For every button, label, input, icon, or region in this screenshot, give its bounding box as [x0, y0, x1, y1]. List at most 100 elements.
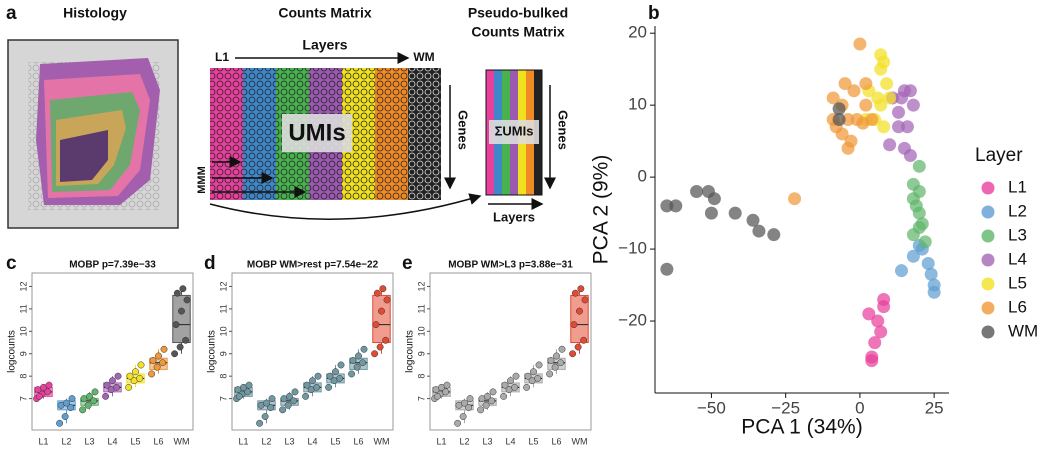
y-tick-label: 11 — [416, 304, 426, 313]
legend-marker — [981, 253, 995, 267]
point — [443, 381, 451, 389]
point — [877, 300, 891, 314]
point — [871, 314, 885, 328]
point — [859, 98, 873, 112]
axis-label: Genes — [456, 110, 471, 150]
point — [477, 406, 485, 414]
x-tick-label: L3 — [84, 436, 94, 446]
point — [660, 199, 674, 213]
point — [326, 372, 334, 380]
point — [880, 77, 894, 91]
point — [577, 285, 585, 293]
point — [546, 370, 554, 378]
y-tick-label: 8 — [416, 374, 426, 379]
box — [372, 294, 391, 344]
y-tick-label: 12 — [218, 281, 228, 291]
legend-marker — [981, 229, 995, 243]
point — [442, 388, 450, 396]
x-tick-label: L5 — [330, 436, 340, 446]
chart-title: MOBP WM>L3 p=3.88e−31 — [448, 260, 573, 271]
legend-marker — [981, 301, 995, 315]
point — [286, 392, 293, 400]
point — [489, 388, 497, 396]
point — [113, 383, 121, 391]
point — [90, 397, 98, 405]
point — [353, 363, 361, 371]
point — [859, 77, 873, 91]
point — [263, 399, 270, 407]
point — [136, 374, 144, 382]
x-tick-label: −25 — [771, 398, 800, 417]
point — [841, 141, 855, 155]
plot-frame — [231, 272, 394, 431]
point — [841, 113, 855, 127]
x-tick-label: L3 — [482, 436, 492, 446]
point — [906, 249, 920, 263]
point — [268, 395, 276, 403]
point — [534, 374, 542, 382]
point — [868, 336, 882, 350]
point — [832, 113, 846, 127]
point — [355, 352, 362, 360]
point — [378, 307, 385, 315]
point — [68, 395, 76, 403]
point — [245, 381, 253, 389]
point — [838, 77, 852, 91]
point — [153, 363, 161, 371]
point — [149, 357, 157, 364]
point — [832, 102, 846, 116]
point — [383, 296, 391, 304]
point — [900, 120, 914, 134]
point — [178, 307, 185, 315]
axis-label: Genes — [556, 110, 571, 150]
point — [874, 62, 888, 76]
point — [547, 357, 555, 364]
plot-frame — [429, 272, 592, 431]
y-tick-label: 7 — [218, 396, 228, 401]
matrix-label: UMIs — [288, 119, 345, 146]
point — [512, 372, 520, 380]
point — [267, 404, 275, 412]
point — [309, 377, 316, 385]
point — [523, 383, 531, 391]
x-tick-label: L1 — [436, 436, 446, 446]
y-axis-label: logcounts — [7, 330, 18, 373]
point — [530, 368, 537, 376]
y-tick-label: 11 — [18, 304, 28, 313]
point — [903, 149, 917, 163]
point — [56, 419, 64, 427]
point — [159, 359, 167, 367]
point — [382, 336, 390, 344]
point — [372, 321, 380, 329]
x-tick-label: L4 — [505, 436, 515, 446]
point — [103, 381, 111, 389]
point — [488, 397, 496, 405]
point — [291, 388, 299, 396]
x-tick-label: 0 — [855, 398, 864, 417]
legend-label: L5 — [1008, 273, 1027, 292]
point — [35, 392, 43, 400]
point — [379, 285, 387, 293]
y-tick-label: 10 — [18, 326, 28, 336]
point — [704, 206, 718, 220]
point — [84, 401, 92, 409]
y-axis-label: PCA 2 (9%) — [590, 155, 613, 265]
point — [176, 343, 184, 351]
y-axis-label: logcounts — [405, 330, 416, 373]
x-tick-label: L4 — [307, 436, 317, 446]
point — [484, 392, 491, 400]
point — [921, 256, 935, 270]
point — [160, 345, 168, 353]
legend-label: L2 — [1008, 201, 1027, 220]
point — [874, 325, 888, 339]
point — [660, 262, 674, 276]
point — [302, 392, 310, 400]
point — [137, 361, 145, 369]
point — [433, 392, 441, 400]
plot-frame — [31, 272, 194, 431]
x-tick-label: L1 — [38, 436, 48, 446]
x-axis-label: PCA 1 (34%) — [741, 416, 862, 439]
pseudo-matrix: ΣUMIs Genes Layers — [485, 69, 571, 224]
point — [892, 120, 906, 134]
panel-label: e — [402, 253, 413, 274]
